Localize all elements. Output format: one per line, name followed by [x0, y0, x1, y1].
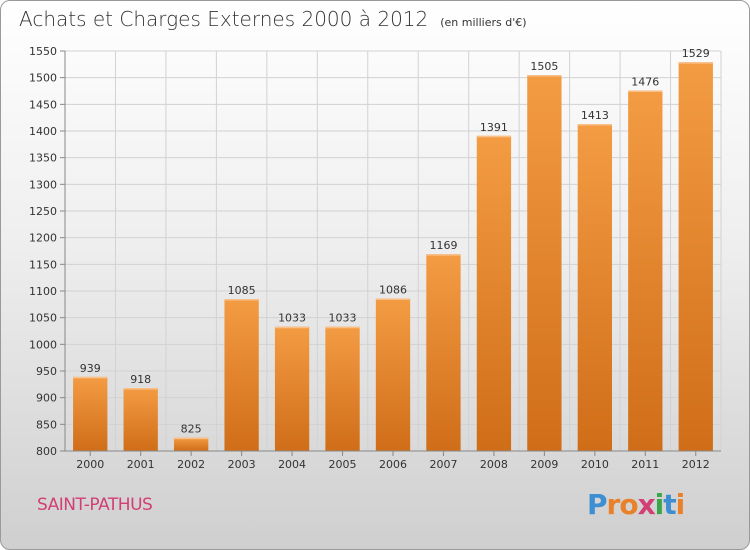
- bar: [577, 124, 613, 452]
- bar: [123, 388, 158, 451]
- logo-letter: P: [587, 488, 608, 521]
- data-label: 1169: [429, 239, 457, 252]
- x-tick-label: 2001: [127, 458, 155, 471]
- y-tick-label: 1550: [29, 45, 57, 58]
- bar-highlight: [426, 254, 461, 256]
- title-row: Achats et Charges Externes 2000 à 2012 (e…: [19, 7, 527, 31]
- logo-letter: o: [619, 488, 638, 521]
- chart-subtitle: (en milliers d'€): [440, 16, 527, 29]
- y-tick-label: 1250: [29, 205, 57, 218]
- bar: [375, 298, 411, 451]
- logo-letter: i: [654, 488, 665, 521]
- y-tick-label: 1450: [29, 98, 57, 111]
- y-tick-label: 1000: [29, 338, 57, 351]
- logo-letter: r: [606, 488, 621, 521]
- data-label: 825: [181, 423, 202, 436]
- y-tick-label: 950: [36, 365, 57, 378]
- x-tick-label: 2005: [329, 458, 357, 471]
- data-label: 1413: [581, 109, 609, 122]
- bar: [628, 90, 663, 451]
- y-tick-label: 1350: [29, 152, 57, 165]
- y-tick-label: 900: [36, 392, 57, 405]
- data-label: 1085: [228, 284, 256, 297]
- y-tick-label: 1050: [29, 312, 57, 325]
- bar-highlight: [325, 326, 360, 329]
- x-tick-label: 2002: [177, 458, 205, 471]
- y-tick-label: 1400: [29, 125, 57, 138]
- bar-highlight: [476, 135, 512, 138]
- x-tick-label: 2011: [631, 458, 659, 471]
- x-tick-label: 2008: [480, 458, 508, 471]
- bar: [73, 376, 108, 451]
- x-tick-label: 2003: [228, 458, 256, 471]
- x-tick-label: 2006: [379, 458, 407, 471]
- x-tick-label: 2010: [581, 458, 609, 471]
- bar-highlight: [123, 388, 158, 390]
- bar: [527, 75, 562, 451]
- chart-title: Achats et Charges Externes 2000 à 2012: [19, 7, 429, 31]
- data-label: 1033: [329, 312, 357, 325]
- data-label: 1391: [480, 121, 508, 134]
- y-tick-label: 1200: [29, 232, 57, 245]
- commune-name: SAINT-PATHUS: [37, 495, 153, 515]
- x-tick-label: 2004: [278, 458, 306, 471]
- proxiti-logo[interactable]: Proxiti: [587, 488, 686, 521]
- bar-highlight: [224, 299, 259, 301]
- bar-highlight: [628, 90, 663, 92]
- data-label: 1529: [682, 47, 710, 60]
- bars: [73, 62, 713, 452]
- bar-highlight: [375, 298, 411, 300]
- bar: [426, 254, 461, 451]
- x-tick-label: 2000: [76, 458, 104, 471]
- axes: 800 850 900 950 1000 1050 1100 1150 1200 1250 1300…: [29, 45, 721, 471]
- y-tick-label: 1300: [29, 178, 57, 191]
- x-tick-label: 2007: [429, 458, 457, 471]
- data-label: 1505: [530, 60, 558, 73]
- bar: [274, 326, 310, 451]
- x-tick-label: 2012: [682, 458, 710, 471]
- y-tick-label: 800: [36, 445, 57, 458]
- bar: [173, 437, 209, 451]
- bar-highlight: [73, 376, 108, 379]
- data-label: 918: [130, 373, 151, 386]
- bar: [325, 326, 360, 451]
- data-label: 939: [80, 362, 101, 375]
- bar: [678, 62, 713, 451]
- bar-highlight: [274, 326, 310, 329]
- y-tick-label: 1150: [29, 258, 57, 271]
- bar: [224, 299, 259, 451]
- logo-letter: t: [663, 488, 676, 521]
- data-label: 1476: [631, 75, 659, 88]
- bar-highlight: [577, 124, 613, 126]
- logo-letter: x: [637, 488, 656, 521]
- y-tick-label: 850: [36, 418, 57, 431]
- y-tick-label: 1500: [29, 72, 57, 85]
- data-label: 1033: [278, 312, 306, 325]
- bar-highlight: [173, 437, 209, 440]
- bar: [476, 135, 512, 452]
- bar-highlight: [678, 62, 713, 64]
- data-label: 1086: [379, 283, 407, 296]
- logo-letter: i: [675, 488, 686, 521]
- bar-highlight: [527, 75, 562, 77]
- y-tick-label: 1100: [29, 285, 57, 298]
- x-tick-label: 2009: [530, 458, 558, 471]
